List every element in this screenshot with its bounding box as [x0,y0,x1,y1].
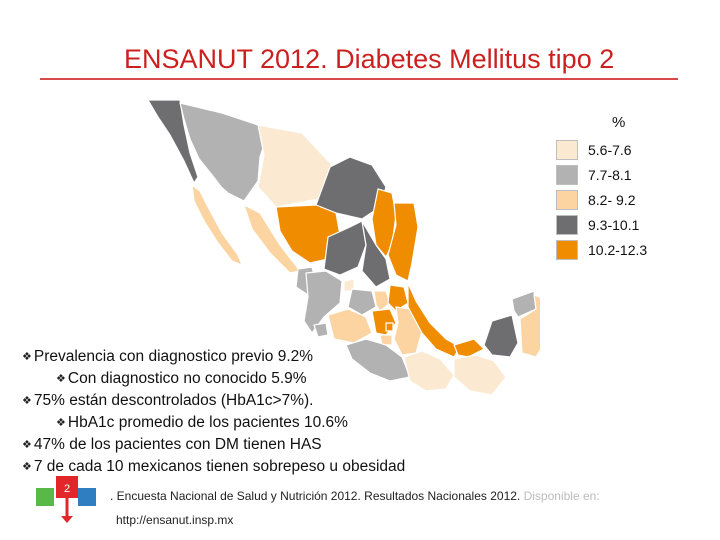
logo-number: 2 [64,483,70,495]
region-chihuahua: Chihuahua [257,124,333,208]
logo-blue-square [78,488,96,506]
region-ciudad-de-mexico: Ciudad de México [385,322,394,332]
citation-faded-text: Disponible en: [520,489,600,503]
slide-logo-icon: 2 [36,476,96,523]
legend-label: 10.2-12.3 [588,242,648,258]
bullet-text: 7 de cada 10 mexicanos tienen sobrepeso … [33,458,406,475]
diamond-bullet-icon: ❖ [22,439,32,451]
slide-title: ENSANUT 2012. Diabetes Mellitus tipo 2 [124,44,615,74]
bullet-text: 75% están descontrolados (HbA1c>7%). [33,392,314,409]
logo-arrow [61,516,73,523]
region-sinaloa: Sinaloa [243,204,301,274]
bullet-text: Con diagnostico no conocido 5.9% [67,370,307,387]
region-hidalgo: Hidalgo [387,284,409,312]
region-michoacan: Michoacán [327,308,373,344]
legend-swatch [556,215,578,235]
region-yucatan: Yucatán [511,290,537,318]
region-guanajuato: Guanajuato [347,288,377,316]
legend-swatch [556,240,578,260]
legend-item-class-3: 8.2- 9.2 [556,190,696,210]
citation-url[interactable]: http://ensanut.insp.mx [116,513,234,527]
legend-swatch [556,165,578,185]
bullet-text: 47% de los pacientes con DM tienen HAS [33,436,322,453]
bullet-text: HbA1c promedio de los pacientes 10.6% [67,414,348,431]
region-oaxaca: Oaxaca [403,350,455,392]
legend-label: 9.3-10.1 [588,217,640,233]
legend-swatch [556,190,578,210]
region-zacatecas: Zacatecas [323,220,367,276]
bullet-item: ❖ Prevalencia con diagnostico previo 9.2% [22,346,502,368]
region-tamaulipas: Tamaulipas [387,202,419,282]
region-tabasco: Tabasco [453,338,485,358]
region-jalisco: Jalisco [303,270,343,334]
title-divider [40,78,678,80]
diamond-bullet-icon: ❖ [56,373,66,385]
legend-title: % [612,114,626,131]
diamond-bullet-icon: ❖ [22,461,32,473]
legend-label: 5.6-7.6 [588,142,632,158]
region-campeche: Campeche [483,314,519,358]
bullet-list: ❖ Prevalencia con diagnostico previo 9.2%… [22,346,502,478]
region-morelos: Morelos [379,334,393,346]
region-baja-california-sur: Baja California Sur [191,184,243,266]
legend-item-class-1: 5.6-7.6 [556,140,696,160]
region-colima: Colima [313,322,329,338]
region-chiapas: Chiapas [453,354,507,395]
mexico-choropleth-map: Baja California Baja California Sur Sono… [147,99,540,395]
sea-of-cortez [198,159,244,219]
citation-text: . Encuesta Nacional de Salud y Nutrición… [110,489,521,503]
legend-label: 7.7-8.1 [588,167,632,183]
citation: . Encuesta Nacional de Salud y Nutrición… [110,489,600,503]
region-san-luis-potosi: San Luis Potosí [361,220,391,288]
bullet-item: ❖ HbA1c promedio de los pacientes 10.6% [22,412,502,434]
diamond-bullet-icon: ❖ [56,417,66,429]
legend-swatch [556,140,578,160]
region-quintana-roo: Quintana Roo [519,294,540,358]
legend-item-class-4: 9.3-10.1 [556,215,696,235]
logo-green-square [36,488,54,506]
legend-item-class-2: 7.7-8.1 [556,165,696,185]
legend-label: 8.2- 9.2 [588,192,636,208]
diamond-bullet-icon: ❖ [22,351,32,363]
bullet-item: ❖ 47% de los pacientes con DM tienen HAS [22,434,502,456]
bullet-item: ❖ 75% están descontrolados (HbA1c>7%). [22,390,502,412]
diamond-bullet-icon: ❖ [22,395,32,407]
logo-red-square [56,476,78,498]
bullet-item: ❖ Con diagnostico no conocido 5.9% [22,368,502,390]
region-queretaro: Querétaro [373,290,391,312]
legend-item-class-5: 10.2-12.3 [556,240,696,260]
bullet-item: ❖ 7 de cada 10 mexicanos tienen sobrepeso… [22,456,502,478]
bullet-text: Prevalencia con diagnostico previo 9.2% [33,348,314,365]
